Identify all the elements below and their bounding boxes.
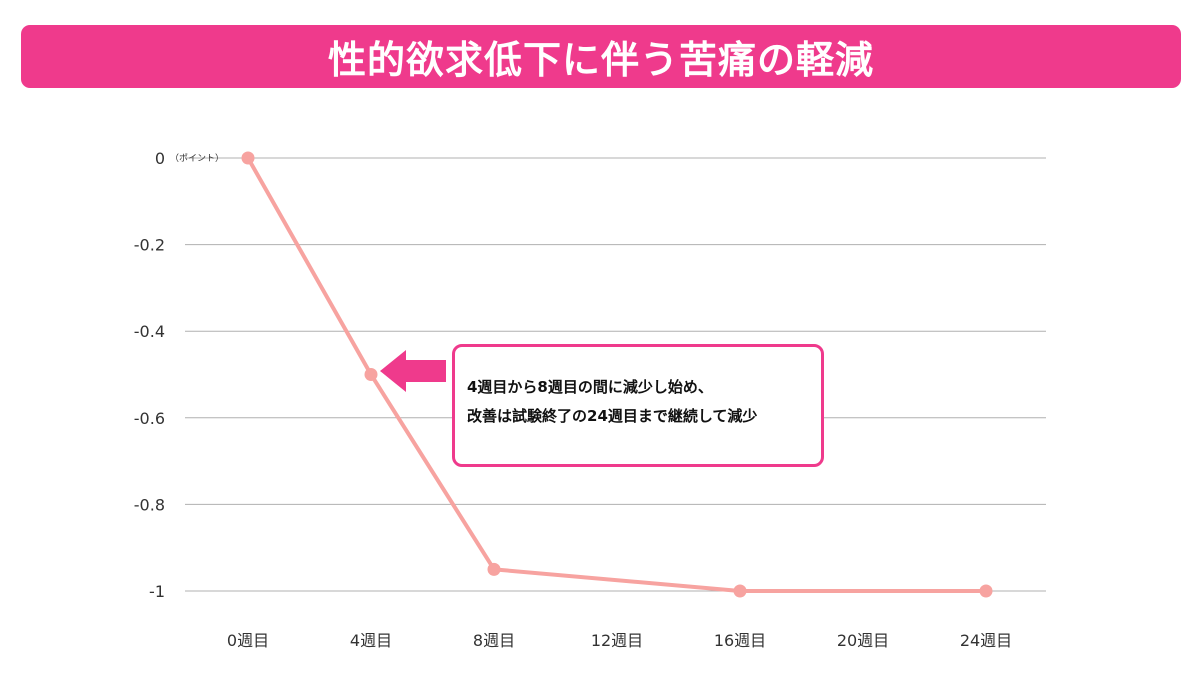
annotation-callout: 4週目から8週目の間に減少し始め、 改善は試験終了の24週目まで継続して減少 — [452, 344, 824, 467]
annotation-line-2: 改善は試験終了の24週目まで継続して減少 — [467, 407, 758, 425]
data-point — [487, 562, 501, 576]
x-tick-label: 4週目 — [350, 631, 392, 650]
y-tick-label: -0.4 — [134, 322, 165, 341]
data-point — [733, 584, 747, 598]
arrow-left-icon — [380, 350, 446, 392]
x-tick-label: 24週目 — [960, 631, 1012, 650]
x-tick-label: 0週目 — [227, 631, 269, 650]
y-tick-label: 0 — [155, 149, 165, 168]
y-tick-label: -0.6 — [134, 409, 165, 428]
data-point — [979, 584, 993, 598]
x-tick-label: 12週目 — [591, 631, 643, 650]
y-tick-label: -0.2 — [134, 236, 165, 255]
y-unit-label: （ポイント） — [170, 153, 224, 164]
title-banner: 性的欲求低下に伴う苦痛の軽減 — [21, 25, 1181, 88]
annotation-line-1: 4週目から8週目の間に減少し始め、 — [467, 378, 713, 396]
data-point — [241, 151, 255, 165]
x-tick-label: 16週目 — [714, 631, 766, 650]
x-tick-label: 8週目 — [473, 631, 515, 650]
chart-title: 性的欲求低下に伴う苦痛の軽減 — [327, 38, 874, 82]
y-tick-label: -1 — [149, 582, 165, 601]
x-tick-label: 20週目 — [837, 631, 889, 650]
data-point — [364, 368, 378, 381]
y-tick-label: -0.8 — [134, 495, 165, 514]
